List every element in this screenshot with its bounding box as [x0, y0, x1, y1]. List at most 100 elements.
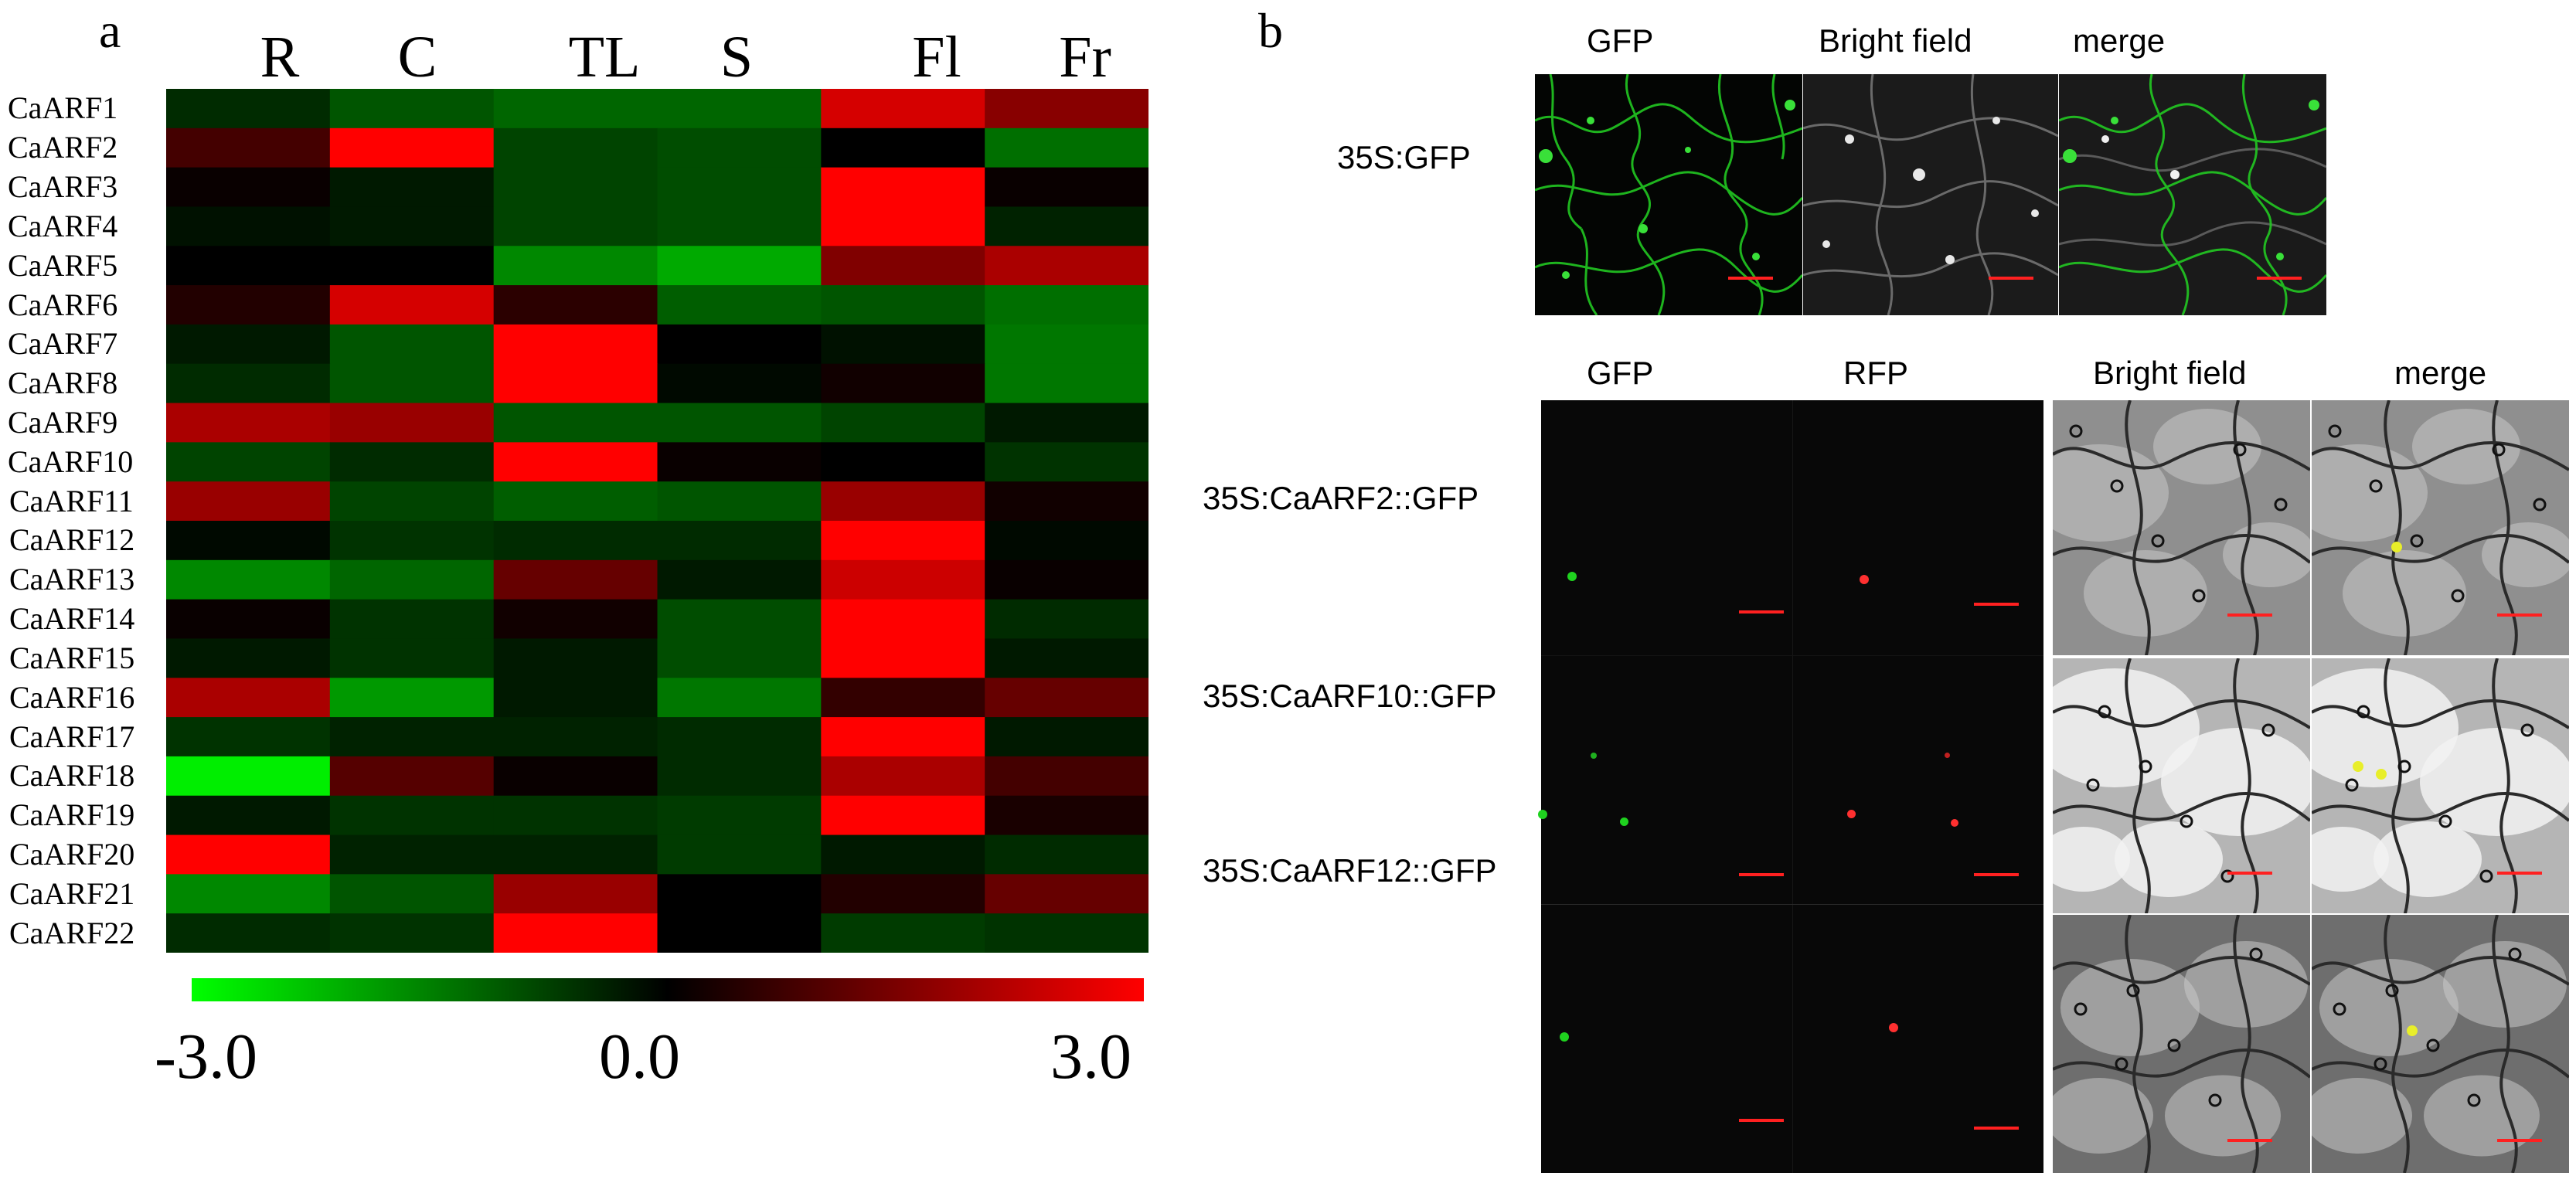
row-label-caarf13: CaARF13: [9, 562, 135, 596]
rfp-nucleus: [1951, 819, 1958, 827]
rfp-nucleus: [1889, 1023, 1898, 1032]
heatmap-cell: [329, 89, 495, 129]
heatmap-cell: [493, 324, 658, 365]
heatmap-cell: [329, 521, 495, 561]
heatmap-cell: [985, 167, 1148, 208]
column-label-fr: Fr: [1059, 25, 1111, 90]
heatmap-cell: [657, 638, 822, 678]
heatmap-cell: [493, 559, 658, 600]
heatmap-cell: [821, 89, 985, 129]
heatmap-cell: [166, 559, 331, 600]
scale-bar: [1974, 603, 2019, 606]
rfp-nucleus: [1847, 810, 1856, 818]
top-header-gfp: GFP: [1587, 22, 1654, 59]
heatmap-cell: [329, 127, 495, 168]
heatmap-cell: [657, 442, 822, 482]
heatmap-cell: [493, 89, 658, 129]
heatmap-cell: [821, 756, 985, 797]
label-35s-gfp: 35S:GFP: [1337, 139, 1471, 175]
row-label-caarf11: CaARF11: [9, 484, 134, 518]
heatmap-cell: [657, 127, 822, 168]
heatmap-cell: [493, 638, 658, 678]
scale-bar: [1728, 277, 1773, 280]
heatmap-cell: [493, 442, 658, 482]
scale-bar: [2497, 872, 2542, 875]
heatmap-cell: [985, 638, 1148, 678]
gfp-nucleus: [1560, 1032, 1569, 1042]
heatmap-cell: [493, 874, 658, 914]
heatmap-cell: [493, 913, 658, 953]
heatmap-cell: [985, 874, 1148, 914]
heatmap-cell: [493, 834, 658, 875]
panel-b-letter: b: [1258, 3, 1283, 58]
heatmap-cell: [985, 913, 1148, 953]
heatmap-cell: [657, 599, 822, 640]
heatmap-cell: [493, 521, 658, 561]
micrograph-35s-gfp-bright-field: [1803, 74, 2058, 315]
heatmap-cell: [821, 442, 985, 482]
fluorescence-image-block: [1538, 400, 2043, 1173]
gfp-nucleus: [1538, 810, 1547, 819]
label-35s-caarf12-gfp: 35S:CaARF12::GFP: [1203, 852, 1497, 889]
heatmap-cell: [821, 285, 985, 325]
micrograph-caarf10-merge: [2312, 658, 2569, 913]
heatmap-cell: [657, 206, 822, 246]
heatmap-cell: [329, 246, 495, 286]
heatmap-cell: [985, 481, 1148, 522]
heatmap-cell: [166, 521, 331, 561]
heatmap-cell: [657, 521, 822, 561]
heatmap-cell: [821, 481, 985, 522]
heatmap-cell: [657, 167, 822, 208]
heatmap-cell: [821, 678, 985, 718]
micrograph-caarf2-merge: [2312, 400, 2569, 655]
row-label-caarf14: CaARF14: [9, 601, 135, 636]
heatmap-cell: [657, 913, 822, 953]
merge-yellow-nucleus: [2391, 542, 2402, 552]
heatmap-cell: [166, 324, 331, 365]
heatmap-cell: [657, 89, 822, 129]
micrograph-caarf2-bright-field: [2053, 400, 2310, 655]
heatmap-cell: [329, 206, 495, 246]
scale-bar: [2497, 1139, 2542, 1142]
heatmap-cell: [657, 246, 822, 286]
heatmap-cell: [821, 834, 985, 875]
heatmap-cell: [329, 874, 495, 914]
heatmap-cell: [821, 638, 985, 678]
heatmap-cell: [821, 599, 985, 640]
heatmap-cell: [985, 834, 1148, 875]
heatmap-cell: [821, 127, 985, 168]
column-label-fl: Fl: [912, 25, 961, 90]
top-header-bright-field: Bright field: [1819, 22, 1972, 59]
heatmap-cell: [985, 756, 1148, 797]
heatmap-cell: [985, 442, 1148, 482]
heatmap-cell: [166, 678, 331, 718]
heatmap-cell: [821, 324, 985, 365]
heatmap-cell: [821, 559, 985, 600]
scale-bar: [1989, 277, 2033, 280]
heatmap-cell: [329, 913, 495, 953]
bottom-header-bright-field: Bright field: [2093, 355, 2247, 391]
row-label-caarf20: CaARF20: [9, 837, 135, 872]
heatmap-cell: [166, 756, 331, 797]
heatmap-cell: [329, 678, 495, 718]
heatmap-cell: [657, 363, 822, 404]
row-label-caarf18: CaARF18: [9, 758, 135, 793]
heatmap-cell: [657, 403, 822, 443]
row-label-caarf15: CaARF15: [9, 641, 135, 675]
heatmap-cell: [985, 363, 1148, 404]
heatmap-cell: [985, 285, 1148, 325]
heatmap-cell: [657, 481, 822, 522]
scale-bar: [2497, 613, 2542, 617]
row-label-caarf16: CaARF16: [9, 680, 135, 715]
bottom-header-gfp: GFP: [1587, 355, 1654, 391]
row-label-caarf5: CaARF5: [8, 248, 118, 283]
heatmap-cell: [329, 717, 495, 757]
heatmap-cell: [657, 795, 822, 836]
micrograph-caarf12-merge: [2312, 915, 2569, 1173]
heatmap-cell: [821, 167, 985, 208]
row-label-caarf10: CaARF10: [8, 444, 134, 479]
column-label-r: R: [260, 25, 300, 90]
heatmap-cell: [329, 403, 495, 443]
heatmap-cell: [493, 795, 658, 836]
gfp-nucleus: [1620, 817, 1628, 826]
